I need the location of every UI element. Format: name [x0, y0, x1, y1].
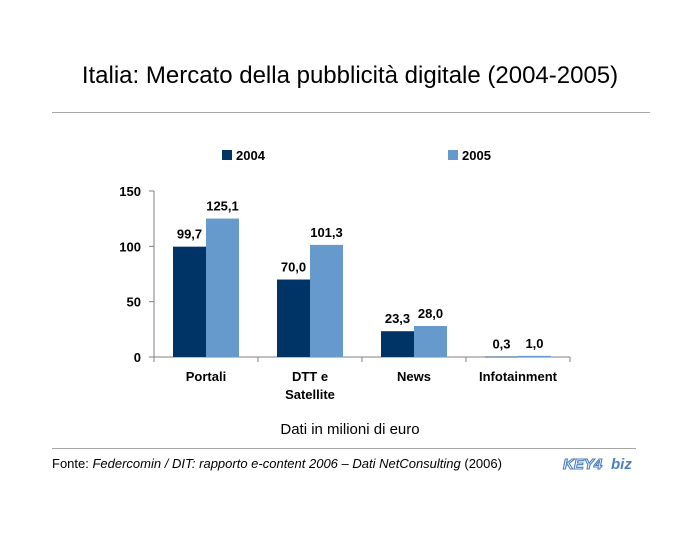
source-italic: Federcomin / DIT: rapporto e-content 200… — [92, 456, 461, 471]
logo-text-biz: biz — [611, 456, 632, 473]
data-label: 1,0 — [525, 336, 543, 351]
bar — [485, 356, 518, 358]
bar — [414, 326, 447, 357]
x-tick-label: Portali — [186, 369, 226, 384]
data-label: 23,3 — [385, 311, 410, 326]
bar — [381, 331, 414, 357]
logo-text-key4: KEY4 — [563, 456, 603, 473]
x-tick-label: News — [397, 369, 431, 384]
source-note: Fonte: Federcomin / DIT: rapporto e-cont… — [52, 456, 502, 471]
units-note: Dati in milioni di euro — [280, 421, 420, 438]
legend-swatch-2004 — [222, 150, 232, 160]
source-suffix: (2006) — [460, 456, 502, 471]
legend-swatch-2005 — [448, 150, 458, 160]
bar — [206, 218, 239, 357]
bar — [310, 244, 343, 357]
y-tick-label: 0 — [134, 350, 141, 365]
data-label: 101,3 — [310, 225, 343, 240]
data-label: 28,0 — [418, 306, 443, 321]
data-label: 99,7 — [177, 227, 202, 242]
bar — [518, 355, 551, 357]
y-tick-label: 50 — [127, 295, 141, 310]
legend-label-2004: 2004 — [236, 148, 265, 163]
title-divider — [52, 112, 650, 113]
footer-divider — [52, 448, 636, 449]
legend-label-2005: 2005 — [462, 148, 491, 163]
y-tick-label: 150 — [119, 184, 141, 199]
source-prefix: Fonte: — [52, 456, 93, 471]
x-tick-label: Infotainment — [479, 369, 558, 384]
y-tick-label: 100 — [119, 239, 141, 254]
bar — [277, 279, 310, 357]
data-label: 0,3 — [492, 337, 510, 352]
data-label: 125,1 — [206, 199, 239, 214]
x-tick-label: DTT e Satellite — [285, 369, 335, 402]
data-label: 70,0 — [281, 260, 306, 275]
chart-title: Italia: Mercato della pubblicità digital… — [81, 62, 619, 89]
bar — [173, 246, 206, 357]
key4biz-logo: KEY4 biz — [562, 455, 632, 473]
